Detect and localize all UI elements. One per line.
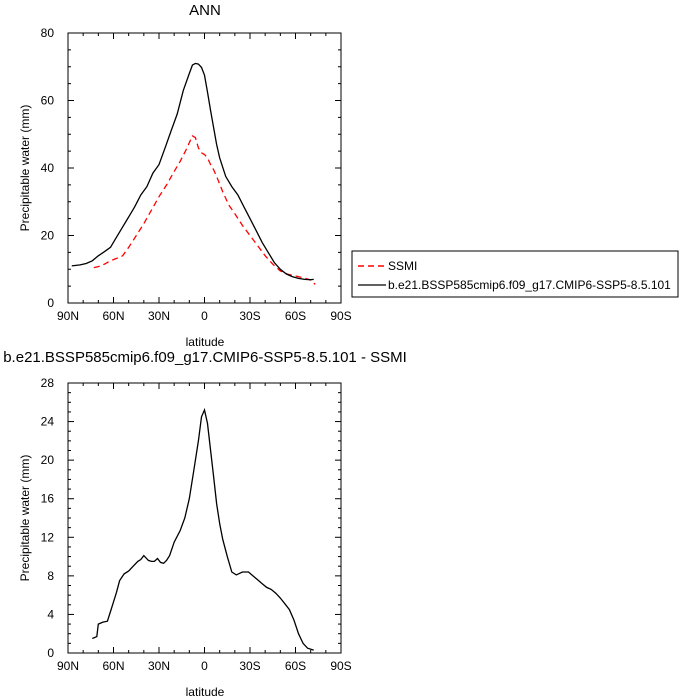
x-tick-label: 60S [285,659,306,673]
y-tick-label: 24 [41,415,55,429]
y-tick-label: 20 [41,453,55,467]
x-tick-label: 90S [330,659,351,673]
y-tick-label: 0 [47,296,54,310]
x-axis-label: latitude [186,685,225,699]
legend: SSMI b.e21.BSSP585cmip6.f09_g17.CMIP6-SS… [351,250,679,298]
x-tick-label: 90N [57,659,79,673]
x-tick-label: 30N [148,309,170,323]
x-tick-label: 90S [330,309,351,323]
y-tick-label: 8 [47,569,54,583]
series-line-ssmi [93,134,316,285]
x-tick-label: 30S [239,659,260,673]
legend-box [351,250,679,298]
chart-panel-difference: b.e21.BSSP585cmip6.f09_g17.CMIP6-SSP5-8.… [3,349,407,699]
y-tick-label: 80 [41,26,55,40]
y-axis-label: Precipitable water (mm) [18,105,32,232]
y-axis-label: Precipitable water (mm) [18,455,32,582]
y-tick-label: 12 [41,530,55,544]
y-tick-label: 0 [47,646,54,660]
x-axis-label: latitude [186,335,225,349]
x-tick-label: 90N [57,309,79,323]
y-tick-label: 4 [47,607,54,621]
series-line-difference [92,407,314,651]
chart-title: b.e21.BSSP585cmip6.f09_g17.CMIP6-SSP5-8.… [3,349,407,366]
series-line-b [71,62,314,281]
legend-label-ssmi: SSMI [388,259,417,273]
x-tick-label: 30N [148,659,170,673]
chart-title: ANN [189,2,221,19]
x-tick-label: 30S [239,309,260,323]
x-tick-label: 0 [201,659,208,673]
chart-panel-annual-mean: ANN Precipitable water (mm) latitude 90N… [18,2,352,349]
x-tick-label: 0 [201,309,208,323]
legend-label-model: b.e21.BSSP585cmip6.f09_g17.CMIP6-SSP5-8.… [388,278,671,292]
x-tick-label: 60N [102,309,124,323]
x-tick-label: 60S [285,309,306,323]
y-tick-label: 20 [41,229,55,243]
y-tick-label: 16 [41,492,55,506]
x-tick-label: 60N [102,659,124,673]
y-tick-label: 28 [41,376,55,390]
y-tick-label: 60 [41,94,55,108]
plot-frame [67,382,342,654]
y-tick-label: 40 [41,161,55,175]
